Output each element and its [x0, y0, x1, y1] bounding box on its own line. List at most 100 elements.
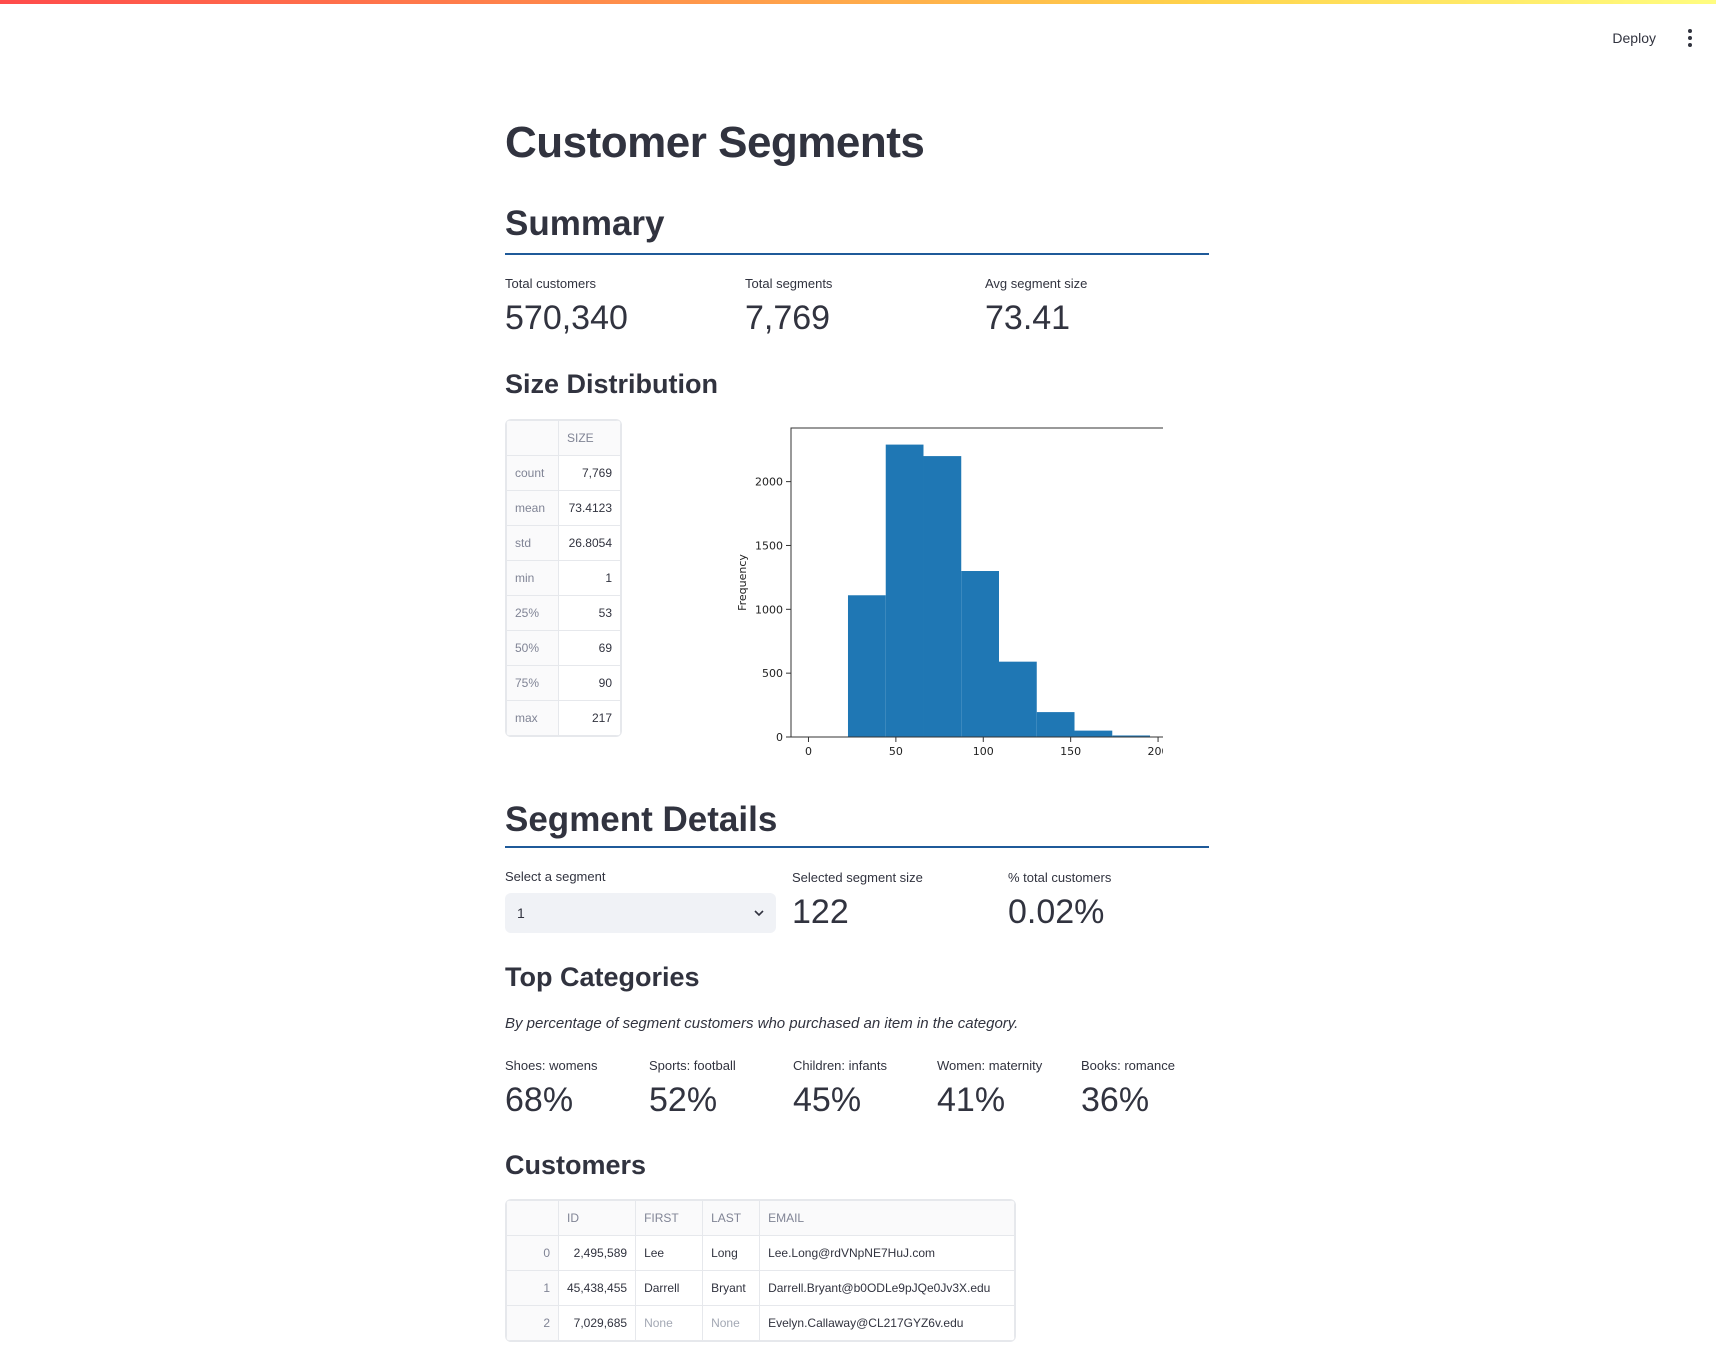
x-tick-label: 0 — [805, 745, 812, 758]
row-index: 25% — [506, 595, 559, 631]
page-title: Customer Segments — [505, 118, 925, 167]
top-decoration-stripe — [0, 0, 1716, 4]
metric-total-segments: Total segments 7,769 — [745, 276, 832, 338]
category-metric: Sports: football 52% — [649, 1058, 736, 1120]
cell-first[interactable]: None — [635, 1305, 704, 1341]
cell-id[interactable]: 2,495,589 — [557, 1235, 637, 1271]
row-index: 2 — [506, 1305, 559, 1341]
row-index: max — [506, 700, 559, 736]
cell-last[interactable]: Bryant — [702, 1270, 761, 1306]
category-metric: Women: maternity 41% — [937, 1058, 1042, 1120]
cell-id[interactable]: 7,029,685 — [557, 1305, 637, 1341]
metric-value: 7,769 — [745, 299, 831, 337]
column-header-last[interactable]: LAST — [702, 1200, 761, 1236]
histogram-bar — [1074, 730, 1113, 737]
cell-size[interactable]: 90 — [558, 665, 621, 701]
cell-id[interactable]: 45,438,455 — [557, 1270, 637, 1306]
cell-size[interactable]: 53 — [558, 595, 621, 631]
cell-last[interactable]: Long — [702, 1235, 761, 1271]
row-index: std — [506, 525, 559, 561]
table-row: max 217 — [506, 700, 621, 736]
x-tick-label: 100 — [973, 745, 994, 758]
metric-label: Avg segment size — [985, 276, 1088, 291]
cell-size[interactable]: 73.4123 — [558, 490, 621, 526]
table-row: 75% 90 — [506, 665, 621, 701]
deploy-button[interactable]: Deploy — [1602, 26, 1666, 50]
customers-heading: Customers — [505, 1150, 647, 1180]
cell-email[interactable]: Lee.Long@rdVNpNE7HuJ.com — [759, 1235, 1016, 1271]
metric-label: % total customers — [1008, 870, 1112, 885]
row-index: 75% — [506, 665, 559, 701]
table-row: 1 45,438,455 Darrell Bryant Darrell.Bryant@b… — [506, 1270, 1016, 1306]
segment-select[interactable]: 1 — [505, 893, 776, 933]
histogram-bar — [999, 661, 1037, 737]
category-metric: Children: infants 45% — [793, 1058, 887, 1120]
histogram-bar — [885, 444, 924, 737]
category-metric: Shoes: womens 68% — [505, 1058, 598, 1120]
cell-size[interactable]: 1 — [558, 560, 621, 596]
histogram-bar — [961, 571, 999, 737]
table-row: count 7,769 — [506, 455, 621, 491]
metric-percent-total-customers: % total customers 0.02% — [1008, 870, 1111, 932]
top-categories-heading: Top Categories — [505, 962, 700, 992]
cell-email[interactable]: Evelyn.Callaway@CL217GYZ6v.edu — [759, 1305, 1016, 1341]
y-tick-label: 0 — [776, 731, 783, 744]
row-index: 1 — [506, 1270, 559, 1306]
index-header — [506, 420, 559, 456]
x-tick-label: 50 — [889, 745, 903, 758]
column-header-email[interactable]: EMAIL — [759, 1200, 1016, 1236]
size-histogram: 0501001502000500100015002000Frequency — [723, 420, 1208, 765]
row-index: mean — [506, 490, 559, 526]
cell-size[interactable]: 26.8054 — [558, 525, 621, 561]
metric-selected-segment-size: Selected segment size 122 — [792, 870, 923, 932]
cell-last[interactable]: None — [702, 1305, 761, 1341]
cell-size[interactable]: 69 — [558, 630, 621, 666]
segment-select-value: 1 — [517, 905, 525, 921]
customers-table[interactable]: ID FIRST LAST EMAIL 0 2,495,589 Lee Long Lee… — [505, 1199, 1017, 1342]
row-index: min — [506, 560, 559, 596]
row-index: 50% — [506, 630, 559, 666]
metric-label: Women: maternity — [937, 1058, 1043, 1073]
cell-email[interactable]: Darrell.Bryant@b0ODLe9pJQe0Jv3X.edu — [759, 1270, 1016, 1306]
cell-first[interactable]: Darrell — [635, 1270, 704, 1306]
metric-label: Books: romance — [1081, 1058, 1175, 1073]
metric-label: Children: infants — [793, 1058, 887, 1073]
row-index: 0 — [506, 1235, 559, 1271]
select-segment-label: Select a segment — [505, 869, 606, 884]
column-header-id[interactable]: ID — [557, 1200, 637, 1236]
table-row: min 1 — [506, 560, 621, 596]
table-row: 2 7,029,685 None None Evelyn.Callaway@CL217G… — [506, 1305, 1016, 1341]
cell-size[interactable]: 217 — [558, 700, 621, 736]
chevron-down-icon — [754, 910, 764, 917]
size-distribution-heading: Size Distribution — [505, 369, 719, 399]
metric-value: 36% — [1081, 1081, 1150, 1119]
y-tick-label: 2000 — [755, 476, 783, 489]
table-row: 0 2,495,589 Lee Long Lee.Long@rdVNpNE7HuJ.co… — [506, 1235, 1016, 1271]
histogram-bar — [847, 595, 886, 737]
app-toolbar: Deploy — [1602, 22, 1700, 54]
metric-label: Sports: football — [649, 1058, 736, 1073]
column-header-first[interactable]: FIRST — [635, 1200, 704, 1236]
metric-value: 52% — [649, 1081, 718, 1119]
category-metric: Books: romance 36% — [1081, 1058, 1175, 1120]
stats-table[interactable]: SIZE count 7,769 mean 73.4123 std 26.8054 min 1… — [505, 419, 622, 737]
table-row: 25% 53 — [506, 595, 621, 631]
table-row: mean 73.4123 — [506, 490, 621, 526]
main-menu-icon[interactable] — [1680, 24, 1700, 52]
histogram-bar — [923, 456, 962, 737]
segment-details-divider — [505, 846, 1209, 848]
index-header — [506, 1200, 559, 1236]
cell-size[interactable]: 7,769 — [558, 455, 621, 491]
histogram-svg: 0501001502000500100015002000Frequency — [736, 427, 1208, 758]
summary-divider — [505, 253, 1209, 255]
x-tick-label: 200 — [1148, 745, 1163, 758]
table-row: std 26.8054 — [506, 525, 621, 561]
column-header[interactable]: SIZE — [558, 420, 621, 456]
metric-value: 45% — [793, 1081, 862, 1119]
cell-first[interactable]: Lee — [635, 1235, 704, 1271]
histogram-bar — [1112, 735, 1151, 737]
table-row: 50% 69 — [506, 630, 621, 666]
x-tick-label: 150 — [1060, 745, 1081, 758]
metric-total-customers: Total customers 570,340 — [505, 276, 628, 338]
row-index: count — [506, 455, 559, 491]
